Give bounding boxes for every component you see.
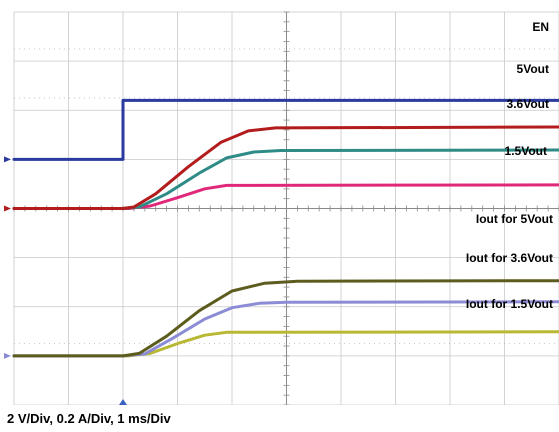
trace-iout-for-5vout bbox=[12, 279, 559, 358]
trace-label-1-5vout: 1.5Vout bbox=[505, 144, 547, 158]
trace-label-5vout: 5Vout bbox=[517, 62, 549, 76]
trigger-marker bbox=[119, 399, 127, 405]
plot-background bbox=[0, 0, 559, 405]
traces bbox=[12, 98, 559, 358]
trace-label-en: EN bbox=[532, 20, 549, 34]
trace-label-iout-5vout: Iout for 5Vout bbox=[476, 212, 553, 226]
oscilloscope-plot: EN 5Vout 3.6Vout 1.5Vout Iout for 5Vout … bbox=[0, 0, 559, 405]
trace-label-iout-3-6vout: Iout for 3.6Vout bbox=[466, 251, 553, 265]
trace-label-3-6vout: 3.6Vout bbox=[507, 97, 549, 111]
scale-caption: 2 V/Div, 0.2 A/Div, 1 ms/Div bbox=[7, 411, 171, 426]
trace-5vout bbox=[12, 125, 559, 210]
center-axis-ticks bbox=[13, 11, 559, 405]
trace-label-iout-1-5vout: Iout for 1.5Vout bbox=[466, 297, 553, 311]
trace-labels: EN 5Vout 3.6Vout 1.5Vout Iout for 5Vout … bbox=[466, 20, 553, 311]
trace-en bbox=[12, 98, 559, 161]
channel-markers bbox=[4, 156, 127, 405]
channel-marker bbox=[4, 205, 11, 212]
channel-marker bbox=[4, 156, 11, 163]
channel-marker bbox=[4, 352, 11, 359]
